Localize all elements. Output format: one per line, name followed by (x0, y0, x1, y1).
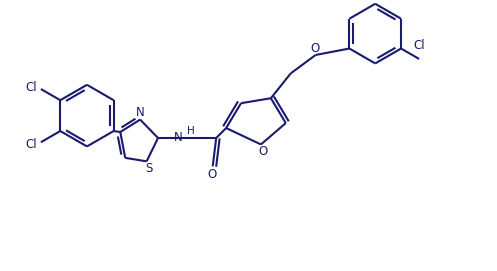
Text: O: O (311, 41, 320, 54)
Text: Cl: Cl (25, 80, 37, 93)
Text: N: N (136, 106, 145, 119)
Text: Cl: Cl (25, 138, 37, 151)
Text: S: S (146, 162, 153, 175)
Text: Cl: Cl (414, 39, 425, 52)
Text: O: O (259, 145, 268, 158)
Text: H: H (187, 126, 195, 136)
Text: N: N (174, 131, 183, 144)
Text: O: O (207, 168, 216, 181)
